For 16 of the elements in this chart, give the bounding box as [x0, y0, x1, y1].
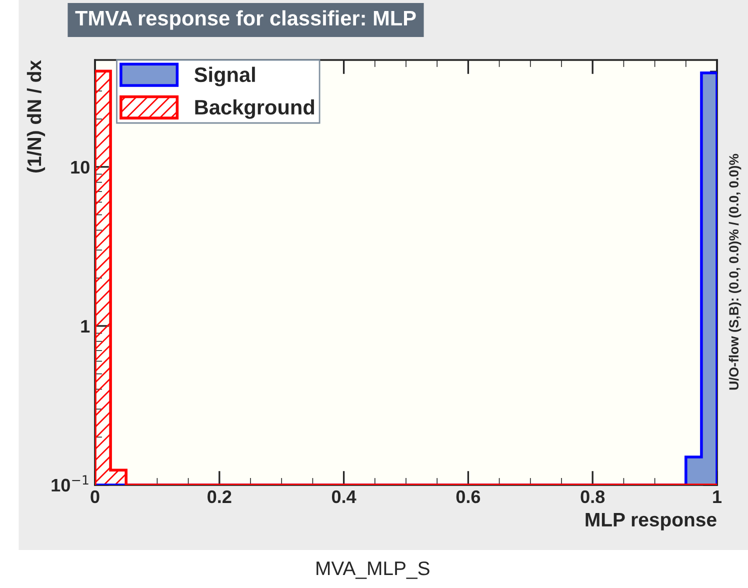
legend-label: Background: [195, 99, 314, 119]
x-tick-label: 0.4: [332, 490, 356, 504]
text: MVA_MLP_S: [316, 561, 430, 579]
y-axis-title: (1/N) dN / dx: [26, 60, 46, 172]
x-tick-label: 0.8: [580, 490, 605, 504]
legend-label: Signal: [194, 66, 255, 86]
y-tick-label: 1: [81, 320, 90, 332]
x-axis-title: MLP response: [586, 512, 716, 530]
x-tick-label: 0: [90, 490, 100, 504]
chart-title: TMVA response for classifier: MLP: [75, 10, 416, 30]
x-tick-label: 0.2: [208, 490, 232, 504]
y-tick-label: 10: [71, 160, 90, 174]
y-tick-label: 10$^{−1}$: [52, 475, 88, 492]
x-tick-label: 1: [713, 490, 722, 503]
text: U/O-flow (S,B): (0.0, 0.0)% / (0.0, 0.0)%: [728, 154, 742, 390]
x-tick-label: 0.6: [456, 490, 480, 504]
